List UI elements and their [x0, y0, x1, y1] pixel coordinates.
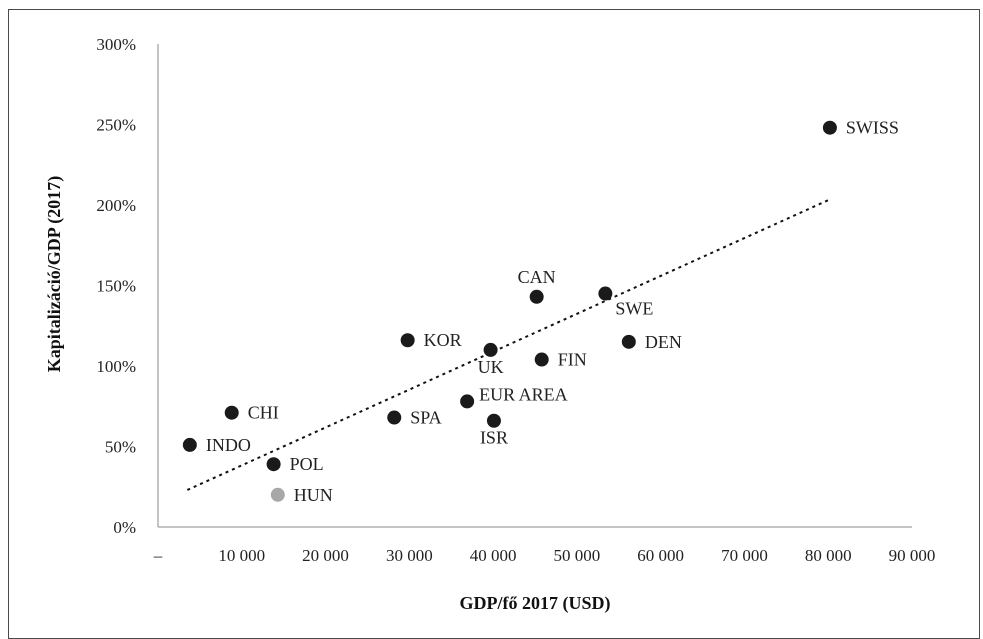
point-label: UK: [478, 357, 504, 377]
y-axis-title: Kapitalizáció/GDP (2017): [44, 176, 65, 372]
point-chi: [224, 405, 239, 420]
trendline: [186, 199, 829, 491]
point-label: EUR AREA: [479, 384, 568, 404]
x-tick-label: 30 000: [386, 546, 433, 565]
x-axis-title: GDP/fő 2017 (USD): [460, 593, 611, 614]
x-tick-label: 10 000: [218, 546, 265, 565]
data-points: [182, 120, 837, 502]
point-isr: [486, 413, 501, 428]
y-tick-label: 50%: [105, 438, 136, 457]
point-label: KOR: [424, 330, 462, 350]
point-label: CAN: [518, 267, 556, 287]
y-tick-label: 100%: [96, 357, 136, 376]
point-eur-area: [460, 394, 475, 409]
point-label: SWISS: [846, 118, 899, 138]
point-label: POL: [290, 454, 324, 474]
y-tick-label: 150%: [96, 277, 136, 296]
chart-frame: [8, 9, 980, 639]
x-tick-label: 90 000: [889, 546, 936, 565]
y-tick-label: 250%: [96, 116, 136, 135]
point-labels: INDO CHI POL HUN SPA KOR EUR AREA UK ISR CAN FIN SW…: [206, 118, 899, 505]
y-tick-label: 0%: [113, 518, 136, 537]
x-tick-label: 80 000: [805, 546, 852, 565]
point-hun: [270, 487, 285, 502]
point-can: [529, 289, 544, 304]
point-label: SPA: [410, 408, 441, 428]
x-tick-label: –: [153, 546, 163, 565]
point-swe: [598, 286, 613, 301]
point-spa: [387, 410, 402, 425]
x-tick-labels: – 10 000 20 000 30 000 40 000 50 000 60 000 70 …: [153, 546, 936, 565]
axes: [157, 44, 912, 528]
point-pol: [266, 457, 281, 472]
point-label: HUN: [294, 485, 333, 505]
point-uk: [483, 342, 498, 357]
point-label: INDO: [206, 435, 251, 455]
point-swiss: [822, 120, 837, 135]
x-tick-label: 20 000: [302, 546, 349, 565]
point-fin: [534, 352, 549, 367]
x-tick-label: 60 000: [637, 546, 684, 565]
point-kor: [400, 333, 415, 348]
y-tick-label: 300%: [96, 35, 136, 54]
point-den: [621, 334, 636, 349]
x-tick-label: 70 000: [721, 546, 768, 565]
x-tick-label: 40 000: [470, 546, 517, 565]
y-tick-label: 200%: [96, 196, 136, 215]
point-label: SWE: [615, 299, 653, 319]
point-label: CHI: [248, 403, 279, 423]
point-label: FIN: [558, 350, 587, 370]
point-label: ISR: [480, 428, 508, 448]
x-tick-label: 50 000: [554, 546, 601, 565]
y-tick-labels: 0% 50% 100% 150% 200% 250% 300%: [96, 35, 136, 537]
point-indo: [182, 437, 197, 452]
point-label: DEN: [645, 332, 682, 352]
